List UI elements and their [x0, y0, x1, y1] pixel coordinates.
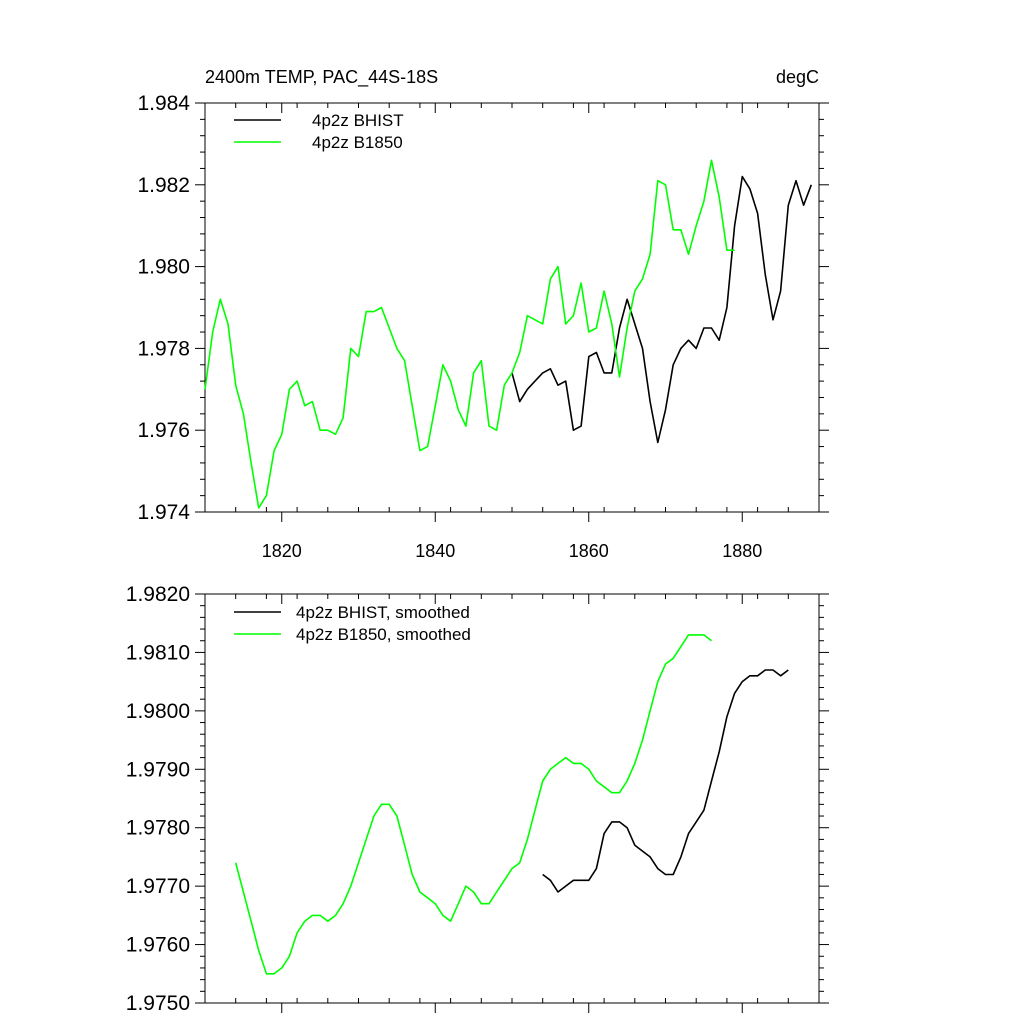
- top-x-tick-label: 1860: [569, 541, 609, 561]
- top-legend: 4p2z BHIST 4p2z B1850: [234, 111, 404, 152]
- top-series-line-bhist: [511, 175, 813, 444]
- top-y-tick-label: 1.980: [137, 256, 190, 279]
- top-series-layer: [204, 159, 813, 509]
- top-y-tick-label: 1.984: [137, 92, 190, 115]
- bottom-series-layer: [234, 634, 789, 975]
- bottom-y-tick-label: 1.9790: [126, 758, 190, 781]
- bottom-series-line-b1850: [234, 634, 712, 975]
- bottom-y-tick-label: 1.9820: [126, 583, 190, 606]
- top-legend-label-b1850: 4p2z B1850: [312, 133, 403, 152]
- bottom-y-tick-label: 1.9780: [126, 817, 190, 840]
- top-y-tick-label: 1.974: [137, 501, 190, 524]
- bottom-panel: 1.9750 1.9760 1.9770 1.9780 1.9790 1.9800 1.98…: [126, 583, 829, 1015]
- top-series-line-b1850: [204, 159, 735, 509]
- bottom-legend-label-b1850: 4p2z B1850, smoothed: [296, 625, 471, 644]
- top-y-tick-label: 1.982: [137, 174, 190, 197]
- bottom-y-tick-label: 1.9810: [126, 641, 190, 664]
- bottom-plot-frame: [204, 593, 820, 1004]
- bottom-y-tick-label: 1.9750: [126, 992, 190, 1015]
- top-tick-layer: 1820 1840 1860 1880 1.974 1.976 1.978 1.980 1.98…: [137, 92, 829, 561]
- bottom-y-tick-label: 1.9760: [126, 934, 190, 957]
- top-units-label: degC: [776, 67, 819, 87]
- top-y-tick-label: 1.976: [137, 419, 190, 442]
- bottom-legend-label-bhist: 4p2z BHIST, smoothed: [296, 603, 470, 622]
- bottom-y-tick-label: 1.9800: [126, 700, 190, 723]
- top-y-tick-label: 1.978: [137, 337, 190, 360]
- bottom-series-line-bhist: [542, 669, 789, 893]
- top-x-tick-label: 1880: [722, 541, 762, 561]
- top-x-tick-label: 1840: [415, 541, 455, 561]
- bottom-tick-layer: 1.9750 1.9760 1.9770 1.9780 1.9790 1.9800 1.98…: [126, 583, 829, 1015]
- top-legend-label-bhist: 4p2z BHIST: [312, 111, 404, 130]
- top-x-tick-label: 1820: [262, 541, 302, 561]
- top-panel: 2400m TEMP, PAC_44S-18S degC 1820 1840 186…: [137, 67, 829, 561]
- bottom-y-tick-label: 1.9770: [126, 875, 190, 898]
- top-chart-title: 2400m TEMP, PAC_44S-18S: [205, 67, 438, 88]
- bottom-legend: 4p2z BHIST, smoothed 4p2z B1850, smoothe…: [234, 603, 471, 644]
